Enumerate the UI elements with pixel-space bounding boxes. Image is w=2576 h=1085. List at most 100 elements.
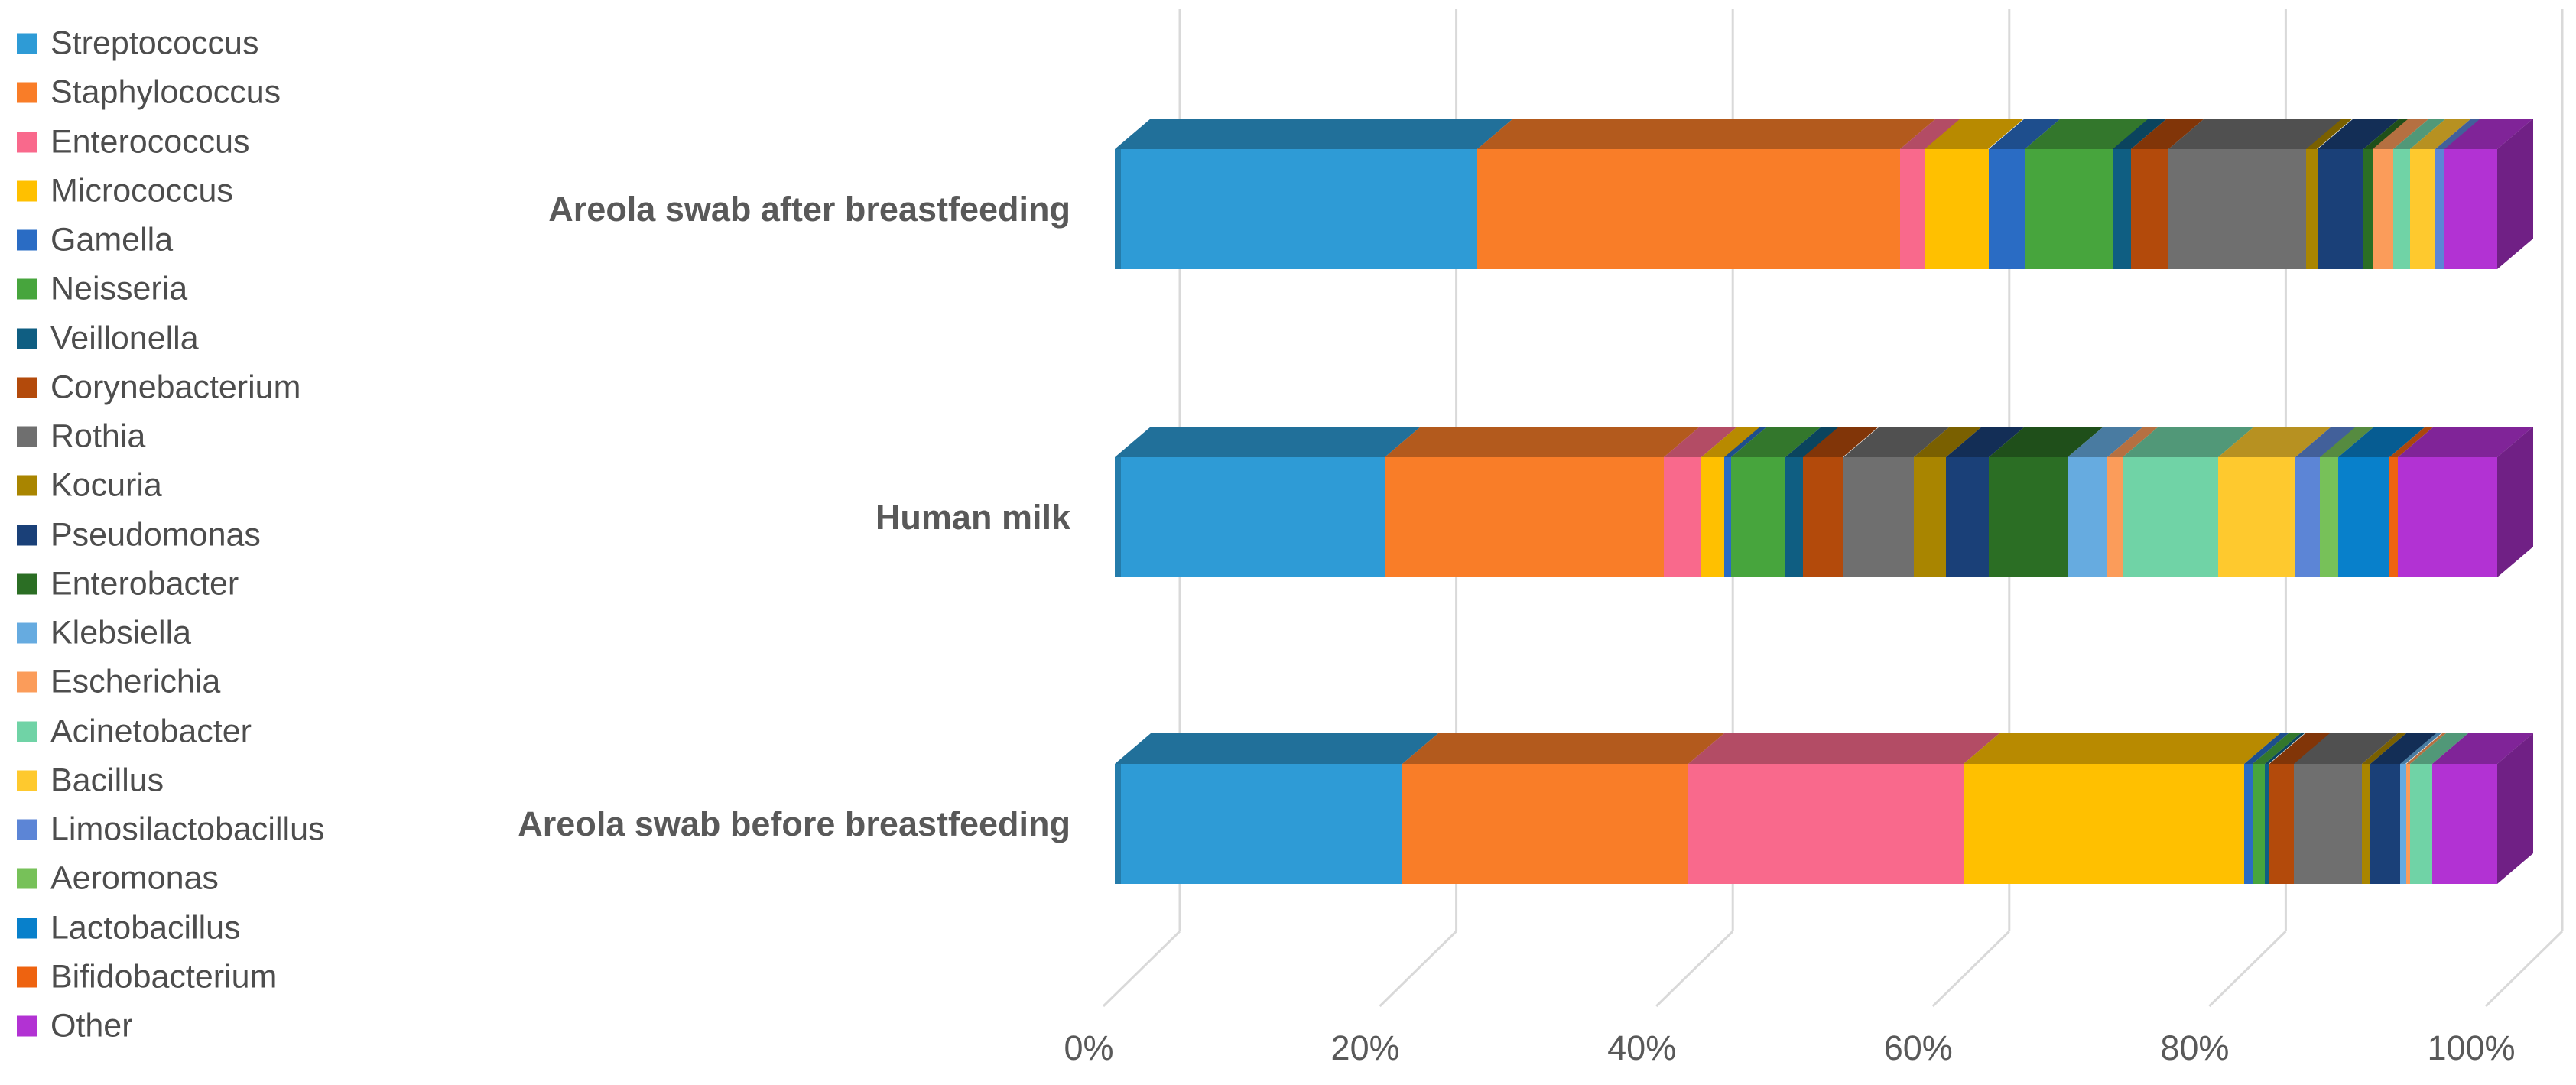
legend-item-pseudomonas: Pseudomonas (17, 516, 261, 554)
segment-rothia (2294, 733, 2398, 884)
segment-veillonella (2265, 733, 2305, 884)
legend-swatch-streptococcus (17, 33, 37, 54)
segment-enterobacter (2363, 119, 2409, 269)
segment-top-face (1402, 733, 1725, 764)
segment-neisseria (1731, 427, 1821, 577)
segment-rothia (1843, 427, 1950, 577)
legend-label: Pseudomonas (50, 516, 261, 553)
legend-item-veillonella: Veillonella (17, 320, 199, 357)
legend-swatch-other (17, 1015, 37, 1037)
legend-item-enterococcus: Enterococcus (17, 123, 250, 161)
legend-item-escherichia: Escherichia (17, 664, 220, 701)
legend-swatch-enterococcus (17, 132, 37, 152)
segment-micrococcus (1964, 733, 2281, 884)
legend-swatch-bacillus (17, 770, 37, 791)
segment-pseudomonas (1945, 427, 2025, 577)
bar-left-edge (1115, 457, 1121, 577)
legend-swatch-bifidobacterium (17, 966, 37, 988)
axis-tick-line (2208, 930, 2287, 1008)
axis-tick-line (1379, 930, 1457, 1008)
category-label-areola-swab-before-breastfeeding: Areola swab before breastfeeding (518, 804, 1070, 843)
segment-staphylococcus (1402, 733, 1725, 884)
bar-areola-swab-before-breastfeeding (1115, 733, 2533, 884)
segment-veillonella (2113, 119, 2167, 269)
segment-streptococcus (1115, 119, 1513, 269)
x-axis-tick-label: 80% (2160, 1028, 2230, 1067)
x-axis-tick-label: 20% (1330, 1028, 1400, 1067)
legend-swatch-veillonella (17, 328, 37, 349)
legend-item-aeromonas: Aeromonas (17, 860, 219, 898)
segment-kocuria (1913, 427, 1982, 577)
segment-pseudomonas (2370, 733, 2437, 884)
segment-limosilactobacillus (2435, 119, 2481, 269)
segment-acinetobacter (2410, 733, 2468, 884)
segment-escherichia (2373, 119, 2430, 269)
segment-other (2444, 119, 2533, 269)
legend-item-enterobacter: Enterobacter (17, 565, 239, 603)
segment-lactobacillus (2337, 427, 2425, 577)
legend-swatch-pseudomonas (17, 525, 37, 545)
segment-limosilactobacillus (2295, 427, 2357, 577)
segment-neisseria (2252, 733, 2302, 884)
segment-gamella (1988, 119, 2061, 269)
segment-micrococcus (1925, 119, 2025, 269)
legend-item-micrococcus: Micrococcus (17, 172, 233, 210)
segment-top-face (1115, 733, 1439, 764)
x-axis-tick-label: 40% (1607, 1028, 1677, 1067)
segment-corynebacterium (1803, 427, 1879, 577)
legend-label: Aeromonas (50, 859, 219, 897)
segment-enterococcus (1663, 427, 1737, 577)
segment-enterobacter (1988, 427, 2103, 577)
legend-item-other: Other (17, 1008, 133, 1045)
legend-label: Limosilactobacillus (50, 811, 325, 848)
segment-gamella (1724, 427, 1768, 577)
segment-escherichia (2405, 733, 2446, 884)
legend-item-rothia: Rothia (17, 418, 145, 456)
segment-bifidobacterium (2389, 427, 2434, 577)
segment-klebsiella (2400, 733, 2442, 884)
legend-label: Veillonella (50, 320, 199, 356)
category-label-human-milk: Human milk (875, 497, 1070, 537)
legend-swatch-staphylococcus (17, 82, 37, 103)
legend-item-klebsiella: Klebsiella (17, 615, 191, 652)
legend-label: Bacillus (50, 762, 164, 799)
legend-label: Gamella (50, 221, 174, 258)
segment-enterococcus (1688, 733, 2000, 884)
segment-corynebacterium (2130, 119, 2204, 269)
legend-label: Staphylococcus (50, 73, 281, 111)
bar-left-edge (1115, 764, 1121, 884)
bar-left-edge (1115, 149, 1121, 269)
segment-staphylococcus (1476, 119, 1936, 269)
bar-human-milk (1115, 426, 2533, 577)
legend-swatch-acinetobacter (17, 721, 37, 742)
segment-kocuria (2361, 733, 2406, 884)
segment-top-face (1688, 733, 2000, 764)
segment-top-face (1384, 427, 1700, 457)
legend-swatch-escherichia (17, 671, 37, 693)
x-axis-tick-label: 100% (2427, 1028, 2516, 1067)
legend-swatch-lactobacillus (17, 918, 37, 938)
legend-swatch-kocuria (17, 475, 37, 496)
legend-swatch-enterobacter (17, 573, 37, 595)
segment-top-face (1115, 119, 1513, 149)
bar-areola-swab-after-breastfeeding (1115, 118, 2533, 269)
legend-item-acinetobacter: Acinetobacter (17, 713, 252, 750)
legend-swatch-corynebacterium (17, 377, 37, 398)
axis-tick-line (1931, 930, 2010, 1008)
legend-item-limosilactobacillus: Limosilactobacillus (17, 811, 325, 849)
axis-tick-line (2484, 930, 2564, 1008)
legend-item-staphylococcus: Staphylococcus (17, 74, 281, 112)
axis-tick-line (1655, 930, 1734, 1008)
segment-kocuria (2306, 119, 2353, 269)
segment-other (2397, 427, 2533, 577)
legend-label: Corynebacterium (50, 369, 301, 406)
legend-swatch-micrococcus (17, 180, 37, 202)
category-label-areola-swab-after-breastfeeding: Areola swab after breastfeeding (548, 189, 1070, 229)
legend-label: Neisseria (50, 270, 188, 307)
axis-tick-line (1102, 930, 1181, 1008)
legend-label: Lactobacillus (50, 909, 241, 946)
segment-bacillus (2409, 119, 2471, 269)
segment-neisseria (2024, 119, 2149, 269)
legend-item-kocuria: Kocuria (17, 467, 162, 505)
segment-top-face (1964, 733, 2281, 764)
